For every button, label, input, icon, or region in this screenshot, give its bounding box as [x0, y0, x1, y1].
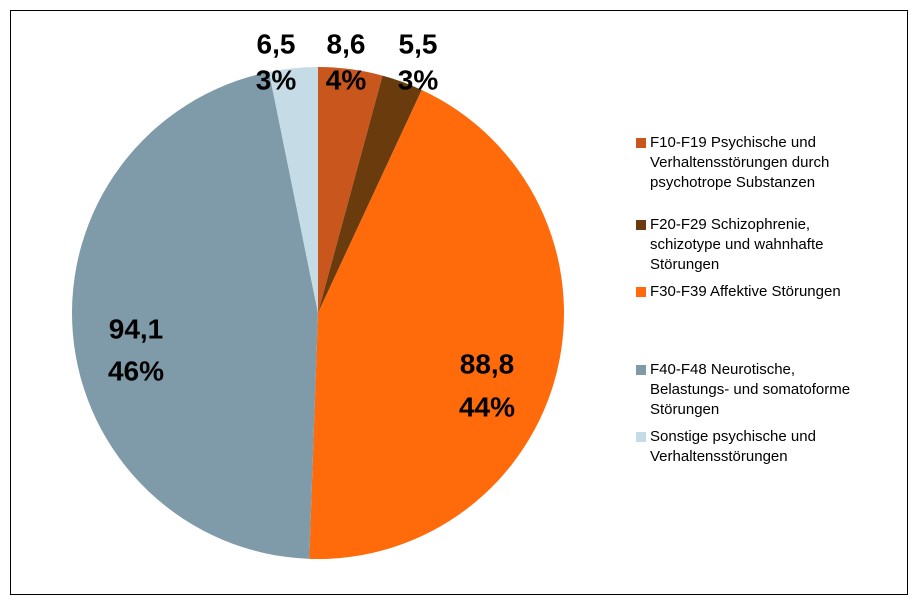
percent-label: 46% [108, 355, 164, 386]
pie-slice [309, 89, 564, 560]
legend-label: Störungen [650, 401, 719, 418]
legend-label: F20-F29 Schizophrenie, [650, 216, 810, 233]
legend-swatch [636, 220, 646, 230]
legend-label: Verhaltensstörungen durch [650, 154, 829, 171]
legend-label: F10-F19 Psychische und [650, 134, 816, 151]
legend-label: F40-F48 Neurotische, [650, 361, 795, 378]
percent-label: 44% [459, 391, 515, 422]
legend-label: psychotrope Substanzen [650, 174, 815, 191]
percent-label: 3% [256, 64, 297, 95]
pie-slice [268, 67, 318, 313]
legend-label: F30-F39 Affektive Störungen [650, 283, 841, 300]
percent-label: 3% [398, 64, 439, 95]
legend-swatch [636, 138, 646, 148]
legend-label: Sonstige psychische und [650, 428, 816, 445]
legend-label: Störungen [650, 256, 719, 273]
data-label: 8,6 [327, 28, 366, 59]
pie-slice [72, 71, 318, 559]
data-label: 88,8 [460, 348, 515, 379]
legend-label: Verhaltensstörungen [650, 448, 788, 465]
pie-slice [318, 75, 422, 314]
pie-slice [318, 67, 383, 313]
legend-label: schizotype und wahnhafte [650, 236, 823, 253]
data-label: 6,5 [257, 28, 296, 59]
legend-swatch [636, 365, 646, 375]
legend-swatch [636, 432, 646, 442]
percent-label: 4% [326, 64, 367, 95]
legend-swatch [636, 287, 646, 297]
legend-label: Belastungs- und somatoforme [650, 381, 850, 398]
data-label: 94,1 [109, 313, 164, 344]
data-label: 5,5 [399, 28, 438, 59]
